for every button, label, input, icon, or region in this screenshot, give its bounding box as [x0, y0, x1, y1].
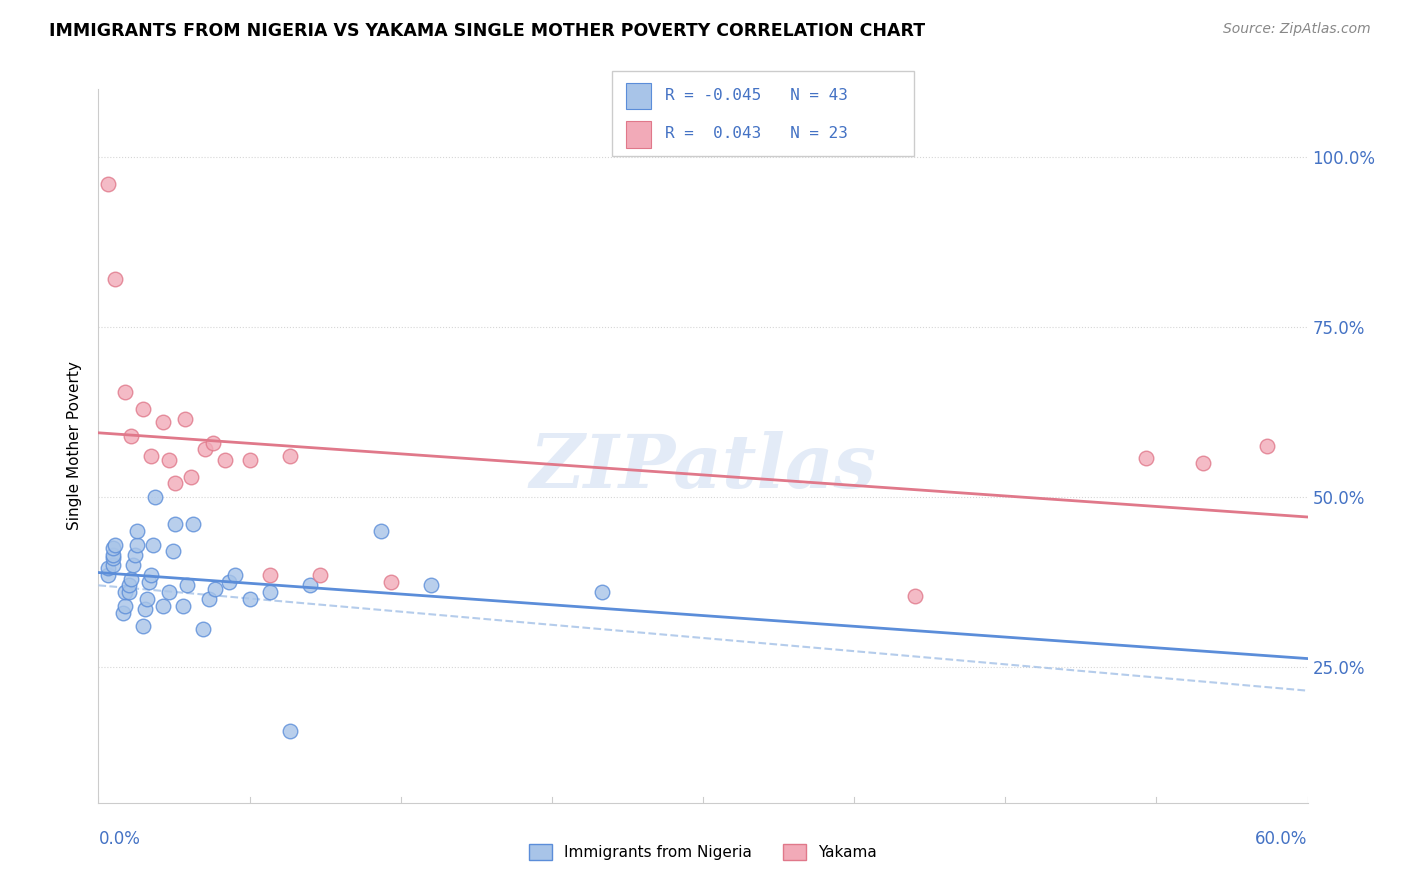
Point	[162, 544, 184, 558]
Point	[1135, 450, 1157, 465]
Point	[299, 578, 322, 592]
Point	[132, 619, 155, 633]
Point	[591, 585, 613, 599]
Point	[278, 449, 301, 463]
Point	[904, 589, 927, 603]
Point	[218, 574, 240, 589]
Point	[103, 537, 125, 551]
Point	[224, 568, 246, 582]
Point	[101, 551, 124, 566]
Point	[111, 606, 134, 620]
Point	[125, 537, 148, 551]
Point	[114, 599, 136, 613]
Point	[202, 435, 225, 450]
Text: R = -0.045   N = 43: R = -0.045 N = 43	[665, 87, 848, 103]
Text: R =  0.043   N = 23: R = 0.043 N = 23	[665, 126, 848, 141]
Point	[135, 591, 157, 606]
Point	[239, 591, 262, 606]
Point	[142, 537, 165, 551]
Point	[204, 582, 226, 596]
Point	[138, 574, 160, 589]
Text: 0.0%: 0.0%	[98, 830, 141, 848]
Point	[132, 401, 155, 416]
Point	[239, 452, 262, 467]
Point	[101, 541, 124, 555]
Point	[139, 449, 162, 463]
Point	[181, 517, 204, 532]
Point	[114, 384, 136, 399]
Point	[101, 548, 124, 562]
Point	[125, 524, 148, 538]
Point	[309, 568, 332, 582]
Point	[1256, 439, 1278, 453]
Point	[120, 429, 142, 443]
Text: 60.0%: 60.0%	[1256, 830, 1308, 848]
Point	[97, 561, 120, 575]
Point	[163, 476, 186, 491]
Point	[172, 599, 194, 613]
Text: IMMIGRANTS FROM NIGERIA VS YAKAMA SINGLE MOTHER POVERTY CORRELATION CHART: IMMIGRANTS FROM NIGERIA VS YAKAMA SINGLE…	[49, 22, 925, 40]
Point	[259, 585, 281, 599]
Point	[1191, 456, 1213, 470]
Point	[214, 452, 236, 467]
Point	[97, 178, 120, 192]
Text: ZIPatlas: ZIPatlas	[530, 431, 876, 504]
Text: Source: ZipAtlas.com: Source: ZipAtlas.com	[1223, 22, 1371, 37]
Point	[124, 548, 146, 562]
Point	[163, 517, 186, 532]
Point	[278, 724, 301, 739]
Y-axis label: Single Mother Poverty: Single Mother Poverty	[67, 361, 83, 531]
Point	[118, 585, 141, 599]
Point	[114, 585, 136, 599]
Point	[180, 469, 202, 483]
Point	[259, 568, 281, 582]
Point	[198, 591, 221, 606]
Legend: Immigrants from Nigeria, Yakama: Immigrants from Nigeria, Yakama	[523, 838, 883, 866]
Point	[118, 578, 141, 592]
Point	[139, 568, 162, 582]
Point	[152, 599, 174, 613]
Point	[420, 578, 443, 592]
Point	[174, 412, 197, 426]
Point	[157, 585, 180, 599]
Point	[380, 574, 402, 589]
Point	[101, 558, 124, 572]
Point	[157, 452, 180, 467]
Point	[194, 442, 217, 457]
Point	[121, 558, 143, 572]
Point	[176, 578, 198, 592]
Point	[120, 572, 142, 586]
Point	[103, 272, 125, 286]
Point	[97, 568, 120, 582]
Point	[152, 415, 174, 429]
Point	[193, 623, 215, 637]
Point	[143, 490, 166, 504]
Point	[370, 524, 392, 538]
Point	[134, 602, 156, 616]
